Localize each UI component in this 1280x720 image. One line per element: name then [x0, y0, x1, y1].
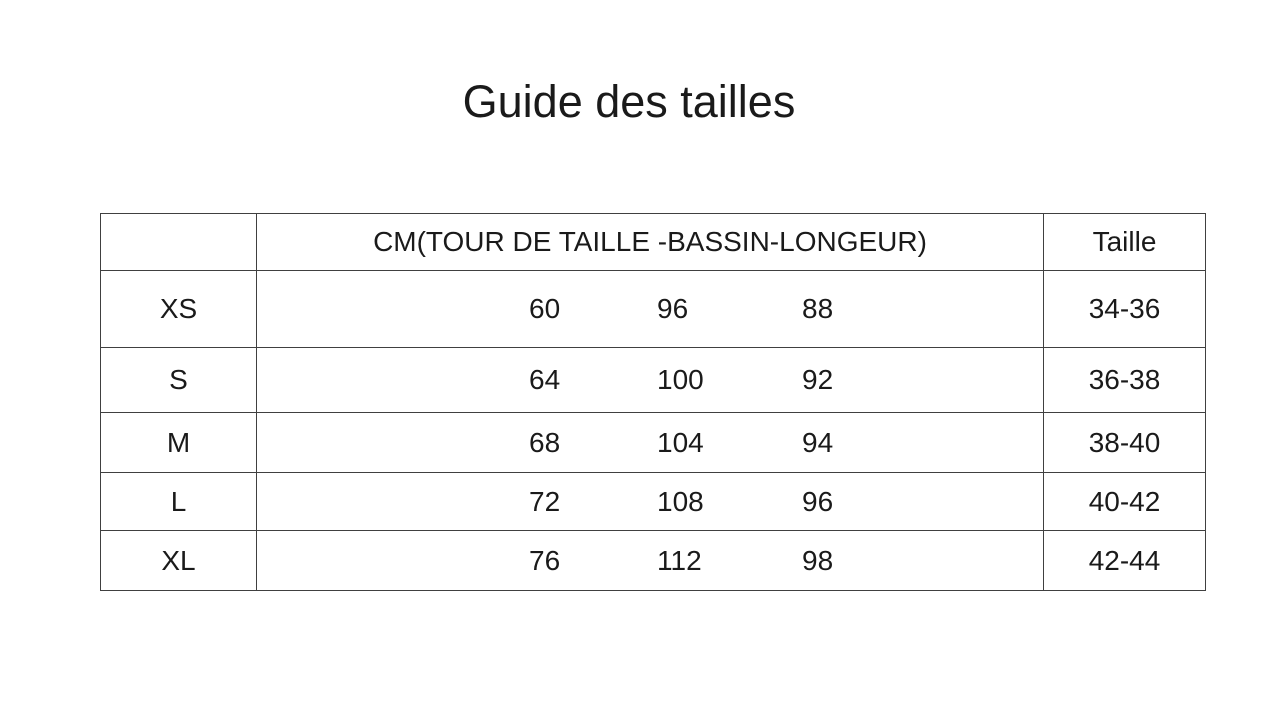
- cm-cell: 68 104 94: [256, 412, 1044, 473]
- page-title: Guide des tailles: [462, 76, 796, 127]
- cm-value: 64: [529, 364, 561, 395]
- cm-value: 100: [657, 364, 704, 395]
- size-cell: S: [100, 347, 257, 413]
- cm-value: 96: [657, 293, 689, 324]
- cm-value: 94: [802, 426, 834, 458]
- cm-value: 92: [802, 364, 834, 395]
- cm-value: 72: [529, 485, 561, 517]
- cm-value: 76: [529, 544, 561, 576]
- cm-value: 68: [529, 426, 561, 458]
- size-cell: XS: [100, 270, 257, 348]
- cm-value: 98: [802, 544, 834, 576]
- cm-value: 112: [657, 544, 702, 576]
- size-cell: XL: [100, 530, 257, 591]
- table-row: S 64 100 92 36-38: [100, 347, 1206, 413]
- taille-cell: 34-36: [1043, 270, 1206, 348]
- taille-cell: 38-40: [1043, 412, 1206, 473]
- header-cell-size: [100, 213, 257, 271]
- table-header-row: CM(TOUR DE TAILLE -BASSIN-LONGEUR) Taill…: [100, 213, 1206, 271]
- taille-cell: 40-42: [1043, 472, 1206, 531]
- header-cell-taille: Taille: [1043, 213, 1206, 271]
- size-cell: L: [100, 472, 257, 531]
- table-row: XS 60 96 88 34-36: [100, 270, 1206, 348]
- table-row: L 72 108 96 40-42: [100, 472, 1206, 531]
- cm-value: 108: [657, 485, 704, 517]
- table-row: XL 76 112 98 42-44: [100, 530, 1206, 591]
- cm-value: 96: [802, 485, 834, 517]
- cm-cell: 76 112 98: [256, 530, 1044, 591]
- cm-cell: 64 100 92: [256, 347, 1044, 413]
- taille-cell: 36-38: [1043, 347, 1206, 413]
- header-cell-cm: CM(TOUR DE TAILLE -BASSIN-LONGEUR): [256, 213, 1044, 271]
- size-guide-table: CM(TOUR DE TAILLE -BASSIN-LONGEUR) Taill…: [100, 213, 1206, 591]
- cm-cell: 72 108 96: [256, 472, 1044, 531]
- table-row: M 68 104 94 38-40: [100, 412, 1206, 473]
- size-cell: M: [100, 412, 257, 473]
- cm-value: 88: [802, 293, 834, 324]
- taille-cell: 42-44: [1043, 530, 1206, 591]
- cm-value: 104: [657, 426, 704, 458]
- cm-value: 60: [529, 293, 561, 324]
- cm-cell: 60 96 88: [256, 270, 1044, 348]
